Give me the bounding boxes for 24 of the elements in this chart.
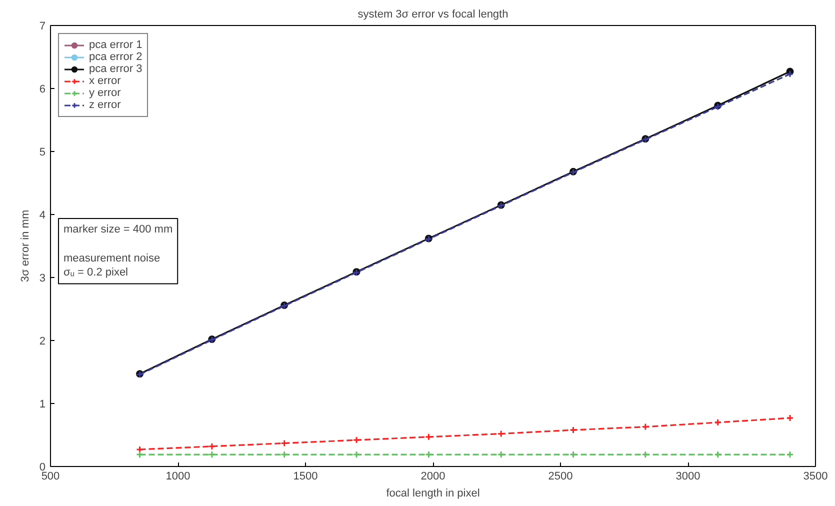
legend-label: pca error 3 — [89, 63, 142, 75]
x-tick-label: 1500 — [293, 470, 318, 482]
y-tick-label: 1 — [39, 398, 46, 410]
x-tick-label: 2000 — [420, 470, 446, 482]
y-tick-label: 7 — [39, 20, 46, 32]
chart-title: system 3σ error vs focal length — [358, 8, 508, 20]
y-tick-label: 4 — [39, 210, 46, 222]
y-tick-label: 5 — [39, 146, 46, 158]
x-tick-label: 1000 — [166, 470, 190, 482]
y-axis-title: 3σ error in mm — [19, 210, 32, 282]
legend-label: pca error 2 — [89, 51, 142, 63]
x-tick-label: 500 — [41, 470, 60, 482]
legend-label: x error — [89, 75, 121, 87]
x-tick-label: 3500 — [803, 470, 828, 482]
text: marker size = 400 mm measurement noise σᵤ = 0.2 pixel — [64, 224, 173, 279]
legend-label: pca error 1 — [89, 39, 142, 51]
y-tick-label: 2 — [39, 336, 46, 348]
x-axis-title: focal length in pixel — [386, 488, 480, 500]
x-tick-label: 3000 — [676, 470, 700, 482]
legend-label: y error — [89, 87, 121, 99]
y-tick-label: 6 — [39, 84, 46, 96]
y-tick-label: 3 — [39, 272, 46, 284]
x-tick-label: 2500 — [548, 470, 573, 482]
legend-label: z error — [89, 99, 121, 111]
